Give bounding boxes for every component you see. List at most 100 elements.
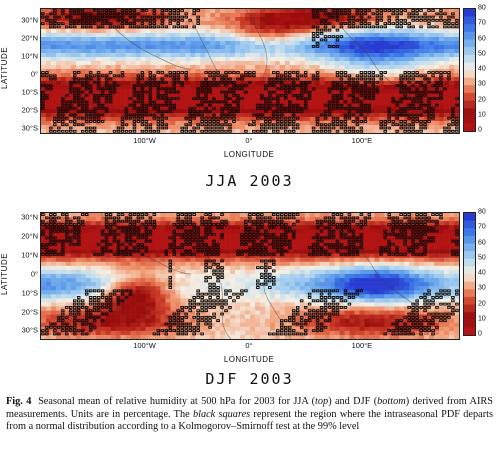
significance-square [399, 126, 403, 130]
field-cell [155, 253, 161, 259]
colorbar-swatch [464, 31, 475, 40]
field-cell [225, 109, 231, 114]
field-cell [289, 53, 296, 58]
field-cell [264, 45, 271, 50]
significance-square [92, 100, 97, 104]
significance-square [176, 80, 180, 84]
field-cell [240, 217, 246, 222]
field-cell [125, 237, 131, 242]
field-cell [289, 13, 296, 18]
field-cell [195, 85, 201, 90]
field-cell [135, 221, 141, 226]
field-cell [304, 241, 311, 246]
field-cell [379, 97, 385, 102]
field-cell [240, 13, 246, 18]
field-cell [269, 21, 276, 26]
field-cell [449, 65, 455, 70]
field-cell [60, 225, 67, 230]
significance-square [128, 9, 133, 12]
field-cell [269, 61, 276, 66]
field-cell [205, 253, 211, 259]
field-cell [170, 213, 176, 218]
significance-square [419, 120, 423, 123]
field-cell [329, 61, 335, 66]
field-cell [454, 113, 459, 118]
significance-square [180, 15, 184, 19]
field-cell [254, 33, 261, 38]
field-cell [250, 21, 256, 26]
field-cell [215, 45, 221, 50]
field-cell [145, 245, 151, 250]
field-cell [284, 33, 291, 38]
significance-square [339, 93, 344, 97]
significance-square [327, 100, 332, 104]
field-cell [41, 53, 47, 58]
significance-square [140, 110, 145, 114]
significance-square [367, 87, 372, 91]
field-cell [145, 17, 151, 22]
field-cell [150, 89, 156, 94]
field-cell [274, 49, 281, 54]
significance-square [196, 126, 200, 130]
significance-square [228, 71, 232, 74]
x-axis-title: LONGITUDE [223, 150, 275, 159]
field-cell [259, 109, 266, 114]
field-cell [165, 53, 171, 58]
field-cell [289, 41, 296, 46]
field-cell [60, 69, 67, 74]
significance-square [276, 113, 280, 117]
significance-square [303, 100, 308, 104]
field-cell [449, 41, 455, 46]
significance-square [148, 25, 153, 29]
field-cell [389, 85, 395, 90]
significance-square [84, 129, 89, 133]
field-cell [175, 229, 181, 234]
field-cell [269, 253, 276, 259]
field-cell [389, 49, 395, 54]
field-cell [284, 41, 291, 46]
significance-square [427, 120, 431, 123]
significance-square [200, 120, 204, 123]
field-cell [41, 229, 47, 234]
significance-square [212, 123, 216, 127]
field-cell [240, 81, 246, 86]
field-cell [414, 129, 420, 133]
field-cell [220, 61, 226, 66]
significance-square [196, 18, 200, 22]
field-cell [125, 101, 131, 106]
field-cell [259, 41, 266, 46]
field-cell [294, 129, 301, 133]
field-cell [349, 117, 355, 122]
field-cell [399, 93, 405, 98]
field-cell [434, 129, 440, 133]
field-cell [100, 21, 106, 26]
field-cell [75, 105, 82, 110]
significance-square [57, 126, 61, 130]
significance-square [92, 74, 97, 78]
field-cell [299, 49, 306, 54]
field-cell [284, 121, 291, 126]
field-cell [284, 89, 291, 94]
field-cell [384, 81, 390, 86]
field-cell [230, 129, 236, 133]
significance-square [291, 126, 296, 130]
significance-square [80, 116, 85, 120]
field-cell [235, 37, 241, 42]
significance-square [355, 84, 360, 87]
significance-square [351, 129, 356, 133]
significance-square [188, 110, 192, 114]
significance-square [415, 97, 419, 101]
field-cell [55, 241, 62, 246]
field-cell [284, 37, 291, 42]
significance-square [395, 116, 399, 120]
field-cell [369, 253, 375, 259]
field-cell [319, 117, 325, 122]
field-cell [274, 233, 281, 238]
field-cell [414, 65, 420, 70]
field-cell [200, 77, 206, 82]
field-cell [374, 33, 380, 38]
field-cell [200, 61, 206, 66]
field-cell [230, 33, 236, 38]
significance-square [343, 9, 348, 12]
field-cell [85, 33, 92, 38]
